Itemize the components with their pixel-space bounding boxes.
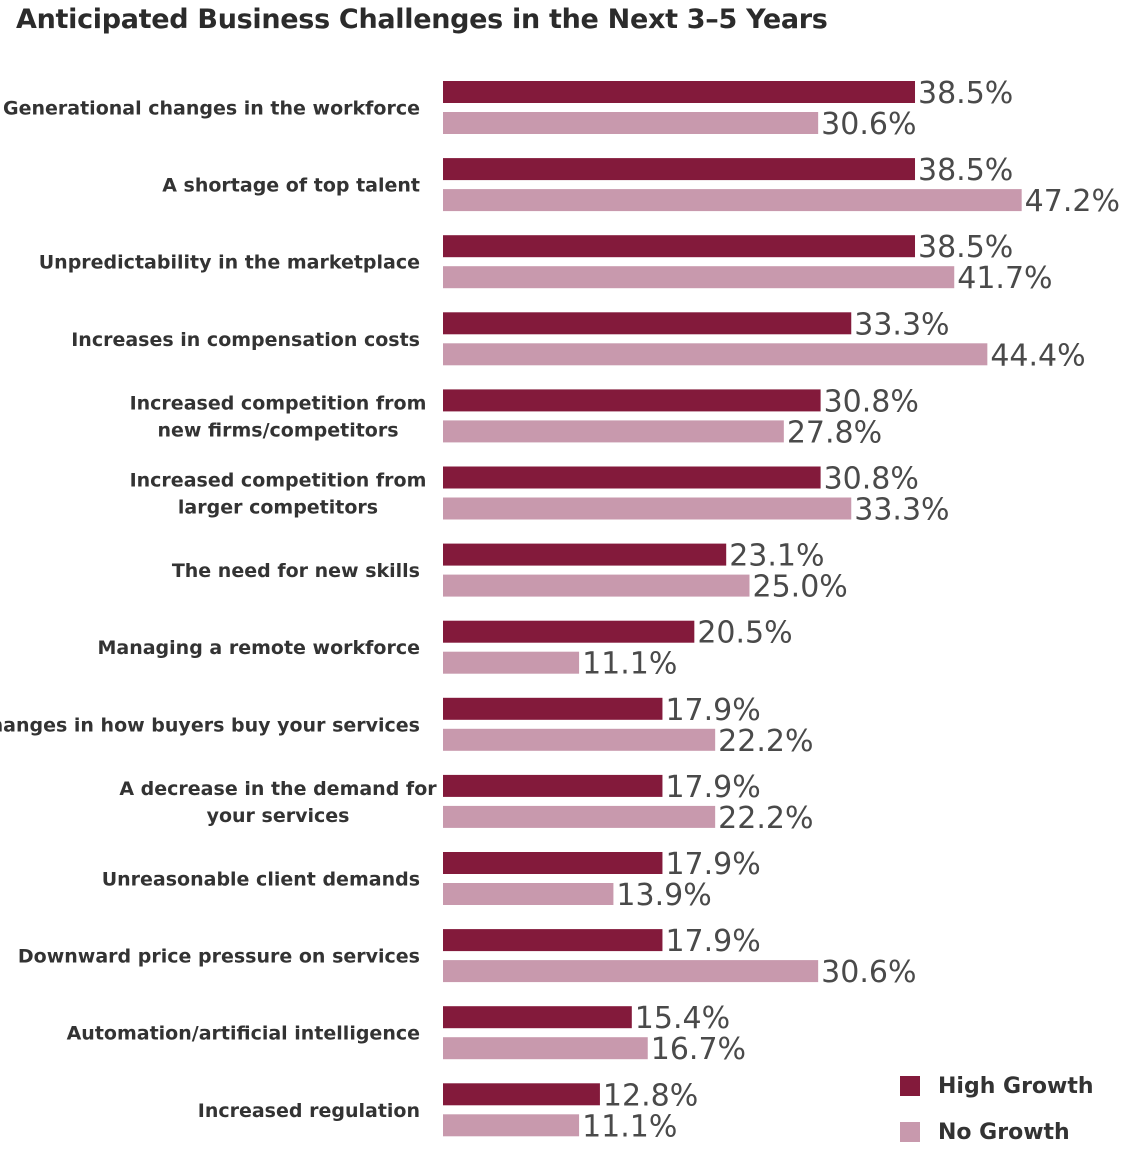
value-label-high-growth: 38.5% xyxy=(918,76,1013,111)
value-label-high-growth: 23.1% xyxy=(729,539,824,574)
bar-high-growth xyxy=(443,774,663,797)
value-label-no-growth: 30.6% xyxy=(821,955,916,990)
value-label-no-growth: 47.2% xyxy=(1025,184,1120,219)
bar-high-growth xyxy=(443,543,727,566)
bar-no-growth xyxy=(443,497,852,520)
legend: High Growth No Growth xyxy=(900,1063,1094,1155)
category-label: A decrease in the demand for xyxy=(119,778,437,800)
category-label: Unpredictability in the marketplace xyxy=(39,252,420,274)
value-label-high-growth: 17.9% xyxy=(665,693,760,728)
bar-no-growth xyxy=(443,266,955,289)
bar-high-growth xyxy=(443,466,821,489)
value-label-no-growth: 16.7% xyxy=(651,1032,746,1067)
value-label-high-growth: 12.8% xyxy=(603,1078,698,1113)
legend-item-no-growth: No Growth xyxy=(900,1109,1094,1155)
legend-label-no-growth: No Growth xyxy=(938,1119,1070,1145)
legend-swatch-high-growth xyxy=(900,1076,920,1096)
bar-high-growth xyxy=(443,1083,600,1106)
value-label-high-growth: 17.9% xyxy=(665,847,760,882)
bar-high-growth xyxy=(443,697,663,720)
value-label-no-growth: 11.1% xyxy=(582,647,677,682)
value-label-high-growth: 38.5% xyxy=(918,230,1013,265)
value-label-no-growth: 27.8% xyxy=(787,415,882,450)
bar-no-growth xyxy=(443,728,716,751)
category-label: The need for new skills xyxy=(172,560,420,582)
bar-high-growth xyxy=(443,852,663,874)
category-label: new firms/competitors xyxy=(157,419,398,441)
bar-no-growth xyxy=(443,1037,648,1060)
bar-high-growth xyxy=(443,1006,632,1029)
bar-high-growth xyxy=(443,81,916,103)
bar-high-growth xyxy=(443,235,916,258)
value-label-high-growth: 30.8% xyxy=(824,462,919,497)
category-label: Increases in compensation costs xyxy=(71,329,420,351)
value-label-high-growth: 17.9% xyxy=(665,924,760,959)
category-label: your services xyxy=(207,805,350,827)
value-label-no-growth: 41.7% xyxy=(957,261,1052,296)
bar-no-growth xyxy=(443,189,1022,212)
value-label-no-growth: 13.9% xyxy=(616,878,711,913)
bar-no-growth xyxy=(443,651,580,674)
bar-no-growth xyxy=(443,420,784,443)
value-label-high-growth: 15.4% xyxy=(635,1001,730,1036)
legend-label-high-growth: High Growth xyxy=(938,1073,1094,1099)
category-label: Managing a remote workforce xyxy=(97,637,420,659)
category-label: Changes in how buyers buy your services xyxy=(0,714,420,736)
value-label-high-growth: 20.5% xyxy=(697,616,792,651)
category-label: Increased regulation xyxy=(198,1100,420,1122)
category-label: Unreasonable client demands xyxy=(102,869,420,891)
category-label: Downward price pressure on services xyxy=(18,946,420,968)
bar-no-growth xyxy=(443,112,819,134)
bar-high-growth xyxy=(443,158,916,181)
value-label-high-growth: 33.3% xyxy=(854,307,949,342)
bar-no-growth xyxy=(443,960,819,983)
legend-item-high-growth: High Growth xyxy=(900,1063,1094,1109)
value-label-no-growth: 22.2% xyxy=(718,801,813,836)
value-label-high-growth: 30.8% xyxy=(824,384,919,419)
category-label: Increased competition from xyxy=(130,470,427,492)
bar-high-growth xyxy=(443,389,821,412)
bar-no-growth xyxy=(443,574,750,597)
bar-no-growth xyxy=(443,883,614,905)
value-label-no-growth: 25.0% xyxy=(753,570,848,605)
value-label-no-growth: 30.6% xyxy=(821,107,916,142)
bar-high-growth xyxy=(443,312,852,335)
value-label-no-growth: 33.3% xyxy=(854,493,949,528)
bar-high-growth xyxy=(443,929,663,952)
bar-no-growth xyxy=(443,343,988,366)
value-label-no-growth: 44.4% xyxy=(990,338,1085,373)
bar-no-growth xyxy=(443,805,716,828)
value-label-no-growth: 22.2% xyxy=(718,724,813,759)
bar-high-growth xyxy=(443,620,695,643)
category-label: A shortage of top talent xyxy=(162,175,420,197)
bar-no-growth xyxy=(443,1114,580,1137)
value-label-high-growth: 38.5% xyxy=(918,153,1013,188)
category-label: Automation/artificial intelligence xyxy=(67,1023,420,1045)
value-label-high-growth: 17.9% xyxy=(665,770,760,805)
category-label: Generational changes in the workforce xyxy=(3,98,420,120)
category-label: larger competitors xyxy=(178,497,378,519)
chart-title: Anticipated Business Challenges in the N… xyxy=(16,4,828,35)
value-label-no-growth: 11.1% xyxy=(582,1109,677,1144)
legend-swatch-no-growth xyxy=(900,1122,920,1142)
category-label: Increased competition from xyxy=(130,392,427,414)
